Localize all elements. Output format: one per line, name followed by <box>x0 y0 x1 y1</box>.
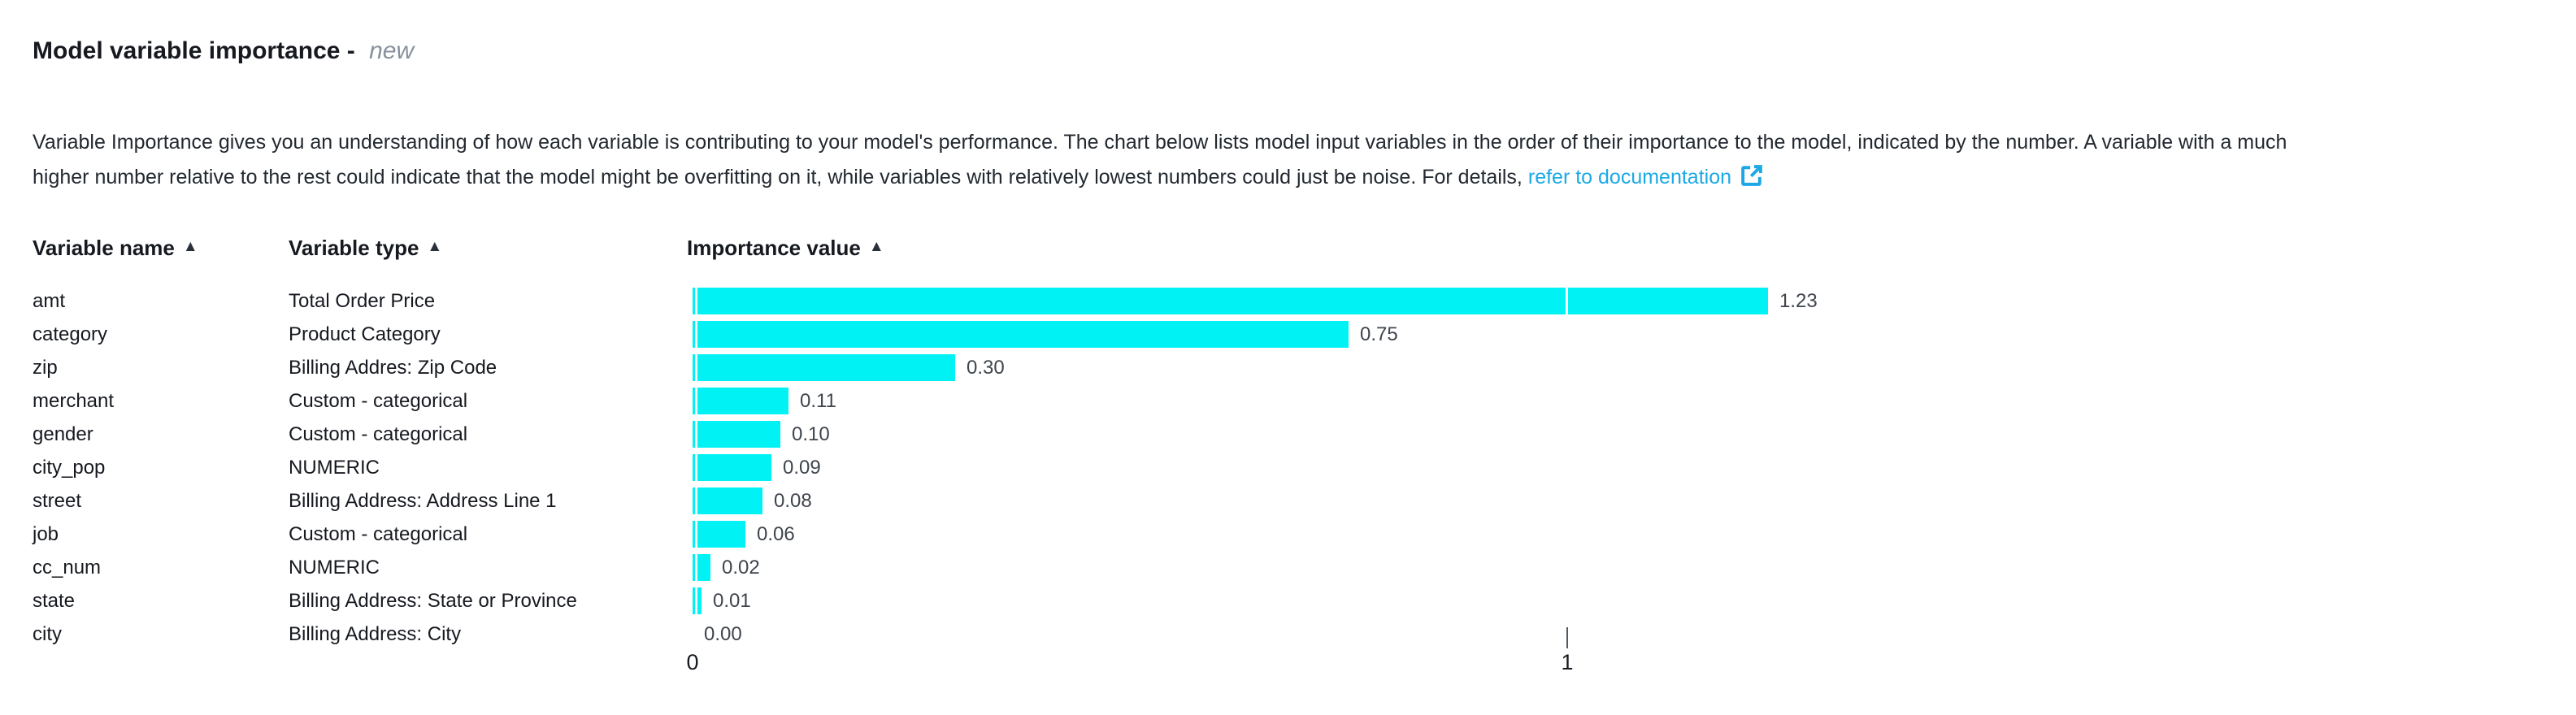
column-header-label: Importance value <box>687 236 861 260</box>
importance-bar-cell: 0.10 <box>691 418 2576 451</box>
variable-name: job <box>33 522 59 545</box>
variable-name: city <box>33 622 62 645</box>
x-axis-tick-mark <box>1566 627 1568 648</box>
variable-name: merchant <box>33 389 115 412</box>
page-title: Model variable importance - new <box>33 36 414 67</box>
external-link-icon <box>1740 163 1764 188</box>
importance-value-label: 0.75 <box>1360 323 1398 345</box>
variable-type: Product Category <box>289 323 441 345</box>
importance-value-label: 1.23 <box>1779 289 1818 312</box>
sort-ascending-icon: ▲ <box>427 237 443 255</box>
table-row: state Billing Address: State or Province… <box>33 584 2576 618</box>
importance-bar <box>693 521 745 548</box>
variable-type: NUMERIC <box>289 556 380 578</box>
variable-name: state <box>33 589 76 612</box>
gridline-1 <box>1566 284 1568 614</box>
y-axis-line <box>695 284 697 614</box>
importance-bar <box>693 488 762 514</box>
importance-value-label: 0.01 <box>713 589 751 612</box>
variable-type: Billing Addres: Zip Code <box>289 356 497 379</box>
table-row: city_pop NUMERIC 0.09 <box>33 451 2576 484</box>
variable-type: Custom - categorical <box>289 389 468 412</box>
importance-bar-cell: 0.09 <box>691 451 2576 484</box>
table-row: amt Total Order Price 1.23 <box>33 284 2576 318</box>
description-line-1: Variable Importance gives you an underst… <box>33 131 2287 154</box>
refer-to-documentation-link[interactable]: refer to documentation <box>1527 166 1732 188</box>
column-header-label: Variable type <box>289 236 419 260</box>
importance-bar-cell: 0.08 <box>691 484 2576 518</box>
importance-bar-cell: 0.11 <box>691 384 2576 418</box>
importance-value-label: 0.02 <box>722 556 760 578</box>
variable-type: Total Order Price <box>289 289 436 312</box>
table-row: category Product Category 0.75 <box>33 318 2576 351</box>
importance-bar <box>693 354 955 381</box>
importance-bar-cell: 0.01 <box>691 584 2576 618</box>
variable-name: amt <box>33 289 66 312</box>
variable-name: zip <box>33 356 58 379</box>
description: Variable Importance gives you an underst… <box>33 126 2287 194</box>
page-title-text: Model variable importance - <box>33 37 355 64</box>
table-row: city Billing Address: City 0.00 <box>33 618 2576 651</box>
importance-bar-cell: 1.23 <box>691 284 2576 318</box>
table-row: merchant Custom - categorical 0.11 <box>33 384 2576 418</box>
importance-value-label: 0.09 <box>783 456 821 479</box>
new-badge: new <box>369 37 415 64</box>
x-axis-tick-label: 1 <box>1561 650 1574 674</box>
table-header-row: Variable name ▲ Variable type ▲ Importan… <box>33 236 884 261</box>
importance-value-label: 0.11 <box>800 389 836 412</box>
importance-bar-cell: 0.75 <box>691 318 2576 351</box>
importance-bar <box>693 454 771 481</box>
importance-bar-cell: 0.30 <box>691 351 2576 384</box>
importance-value-label: 0.00 <box>704 622 742 645</box>
importance-bar-cell: 0.06 <box>691 518 2576 551</box>
importance-bar <box>693 388 788 414</box>
variable-name: street <box>33 489 82 512</box>
table-row: zip Billing Addres: Zip Code 0.30 <box>33 351 2576 384</box>
importance-bar <box>693 421 780 448</box>
column-header-variable-name[interactable]: Variable name ▲ <box>33 236 289 261</box>
variable-name: cc_num <box>33 556 102 578</box>
sort-ascending-icon: ▲ <box>868 237 884 255</box>
importance-value-label: 0.08 <box>774 489 812 512</box>
variable-type: NUMERIC <box>289 456 380 479</box>
variable-type: Billing Address: State or Province <box>289 589 577 612</box>
sort-ascending-icon: ▲ <box>182 237 198 255</box>
importance-value-label: 0.10 <box>792 422 830 445</box>
table-row: job Custom - categorical 0.06 <box>33 518 2576 551</box>
column-header-label: Variable name <box>33 236 175 260</box>
variable-type: Billing Address: City <box>289 622 462 645</box>
importance-value-label: 0.30 <box>967 356 1005 379</box>
table-row: cc_num NUMERIC 0.02 <box>33 551 2576 584</box>
variable-type: Billing Address: Address Line 1 <box>289 489 557 512</box>
variable-type: Custom - categorical <box>289 522 468 545</box>
variable-name: category <box>33 323 108 345</box>
variable-type: Custom - categorical <box>289 422 468 445</box>
chart-rows: amt Total Order Price 1.23 category Prod… <box>33 284 2576 651</box>
table-row: street Billing Address: Address Line 1 0… <box>33 484 2576 518</box>
description-line-2: higher number relative to the rest could… <box>33 159 2287 194</box>
importance-bar-cell: 0.02 <box>691 551 2576 584</box>
importance-value-label: 0.06 <box>757 522 795 545</box>
variable-name: city_pop <box>33 456 106 479</box>
x-axis-tick-label: 0 <box>686 650 699 674</box>
table-row: gender Custom - categorical 0.10 <box>33 418 2576 451</box>
importance-bar <box>693 321 1349 348</box>
column-header-importance-value[interactable]: Importance value ▲ <box>687 236 884 261</box>
importance-bar-cell: 0.00 <box>691 618 2576 651</box>
variable-name: gender <box>33 422 93 445</box>
description-line-2-text: higher number relative to the rest could… <box>33 166 1523 188</box>
importance-bar <box>693 288 1768 314</box>
column-header-variable-type[interactable]: Variable type ▲ <box>289 236 687 261</box>
